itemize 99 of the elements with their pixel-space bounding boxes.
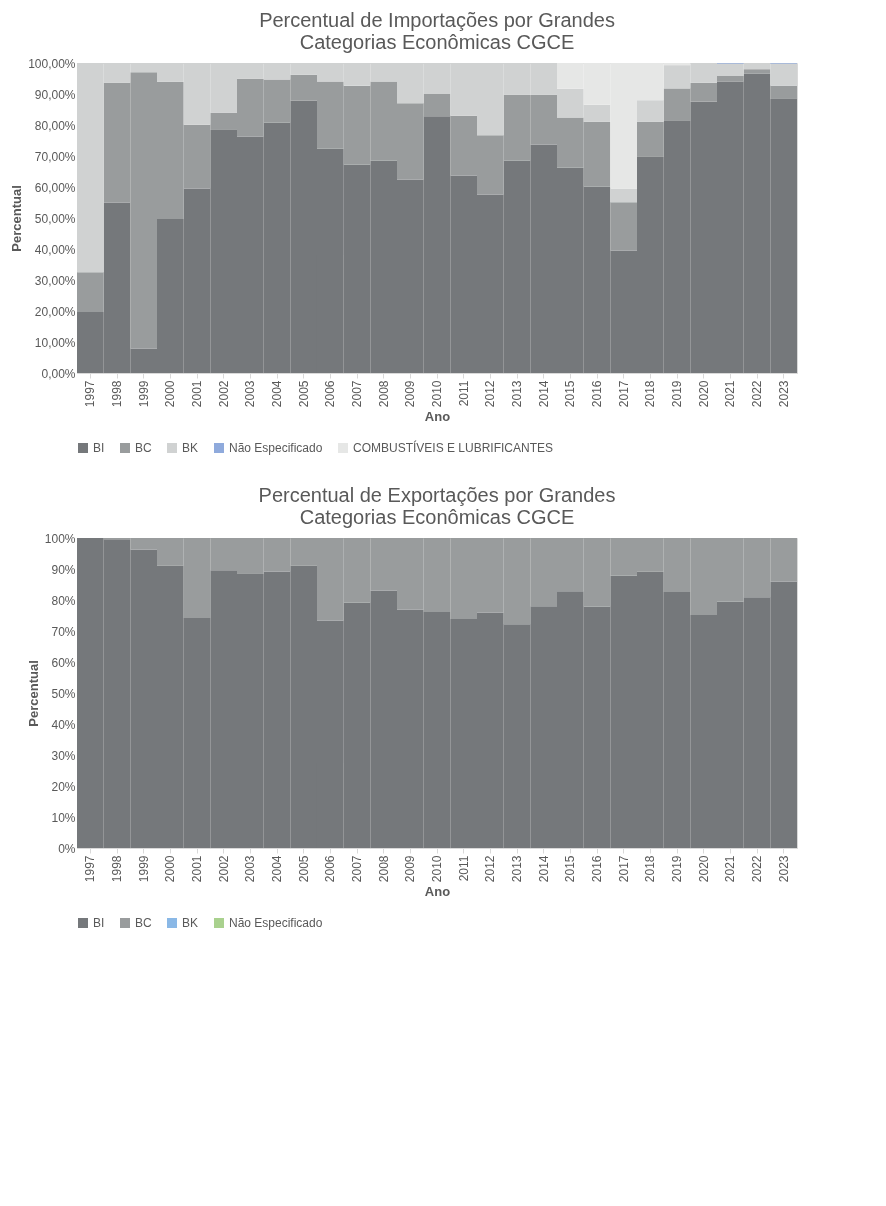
x-tick-label: 2011 — [456, 855, 471, 882]
x-tick-label: 2023 — [776, 855, 791, 883]
x-tick-label: 2004 — [270, 855, 284, 883]
y-tick-label: 40% — [51, 717, 76, 732]
x-tick-label: 1999 — [136, 380, 151, 408]
y-tick-label: 20% — [51, 779, 76, 794]
x-tick-label: 2016 — [590, 855, 604, 883]
y-tick-label: 50% — [51, 686, 76, 701]
x-tick-label: 2010 — [430, 380, 444, 408]
x-tick-label: 2021 — [723, 380, 738, 408]
x-tick-label: 2012 — [483, 380, 498, 408]
x-tick-label: 2008 — [376, 380, 391, 408]
x-tick-label: 2001 — [190, 380, 204, 408]
legend-label: BC — [135, 441, 152, 455]
x-tick-label: 2007 — [350, 380, 364, 408]
x-tick-label: 2009 — [403, 855, 418, 883]
x-axis-title: Ano — [424, 409, 451, 425]
x-tick-label: 2014 — [536, 380, 551, 408]
x-tick-label: 2009 — [403, 380, 418, 408]
y-tick-label: 70,00% — [34, 149, 76, 164]
x-tick-label: 2010 — [430, 855, 444, 883]
x-tick-label: 2018 — [643, 380, 658, 408]
x-tick-label: 2002 — [216, 855, 231, 883]
x-tick-label: 2012 — [483, 855, 498, 883]
bar — [770, 85, 797, 99]
y-tick-label: 30,00% — [34, 273, 76, 288]
legend-label: BK — [182, 916, 199, 930]
bar — [743, 69, 771, 74]
x-tick-label: 2017 — [616, 380, 631, 408]
x-tick-label: 2020 — [696, 855, 711, 883]
x-tick-label: 2021 — [723, 855, 738, 883]
x-tick-label: 2000 — [163, 855, 178, 883]
x-tick-label: 2008 — [376, 855, 391, 883]
x-tick-label: 1997 — [83, 855, 98, 883]
x-tick-label: 1998 — [110, 380, 124, 408]
x-tick-label: 2020 — [696, 380, 711, 408]
y-axis-title: Percentual — [25, 660, 41, 727]
y-tick-label: 100,00% — [28, 56, 76, 71]
x-tick-label: 2015 — [563, 380, 578, 408]
x-tick-label: 2000 — [163, 380, 178, 408]
x-tick-label: 2023 — [776, 380, 791, 408]
x-tick-label: 2003 — [243, 380, 258, 408]
y-axis-title: Percentual — [9, 185, 25, 252]
y-tick-label: 60% — [51, 655, 76, 670]
legend-label: BI — [93, 916, 105, 930]
y-tick-label: 100% — [44, 531, 76, 546]
x-tick-label: 2018 — [643, 855, 658, 883]
x-tick-label: 2016 — [590, 380, 604, 408]
y-tick-label: 10,00% — [34, 335, 76, 350]
x-tick-label: 2005 — [296, 380, 311, 408]
legend-label: BK — [182, 441, 199, 455]
bar — [637, 121, 664, 157]
legend-label: Não Especificado — [229, 916, 323, 930]
x-tick-label: 1997 — [83, 380, 98, 408]
y-tick-label: 90,00% — [34, 87, 76, 102]
x-tick-label: 2013 — [510, 380, 524, 408]
y-tick-label: 80,00% — [34, 118, 76, 133]
chart-title: Percentual de Importações por Grandes Categorias Econômicas CGCE — [259, 9, 615, 53]
y-tick-label: 60,00% — [34, 180, 76, 195]
bar — [717, 76, 744, 82]
y-tick-label: 0,00% — [41, 366, 76, 381]
y-tick-label: 80% — [51, 593, 76, 608]
x-axis-title: Ano — [424, 884, 451, 900]
x-tick-label: 2022 — [750, 855, 764, 883]
y-tick-label: 30% — [51, 748, 76, 763]
y-tick-label: 10% — [51, 810, 76, 825]
legend-label: COMBUSTÍVEIS E LUBRIFICANTES — [353, 440, 554, 455]
x-tick-label: 1999 — [136, 855, 151, 883]
x-tick-label: 2013 — [510, 855, 524, 883]
x-tick-label: 2006 — [323, 380, 338, 408]
x-tick-label: 2006 — [323, 855, 338, 883]
x-tick-label: 2019 — [670, 855, 684, 883]
y-tick-label: 20,00% — [34, 304, 76, 319]
x-tick-label: 2015 — [563, 855, 578, 883]
y-tick-label: 40,00% — [34, 242, 76, 257]
x-tick-label: 2004 — [270, 380, 284, 408]
x-tick-label: 2007 — [350, 855, 364, 883]
x-tick-label: 1998 — [110, 855, 124, 883]
x-tick-label: 2019 — [670, 380, 684, 408]
bar — [77, 272, 104, 312]
x-tick-label: 2003 — [243, 855, 258, 883]
y-tick-label: 90% — [51, 562, 76, 577]
x-tick-label: 2005 — [296, 855, 311, 883]
legend-label: Não Especificado — [229, 441, 323, 455]
x-tick-label: 2017 — [616, 855, 631, 883]
x-tick-label: 2014 — [536, 855, 551, 883]
bar — [610, 202, 637, 251]
x-tick-label: 2001 — [190, 855, 204, 883]
x-tick-label: 2022 — [750, 380, 764, 408]
legend-label: BI — [93, 441, 105, 455]
x-tick-label: 2011 — [456, 380, 471, 407]
x-tick-label: 2002 — [216, 380, 231, 408]
y-tick-label: 70% — [51, 624, 76, 639]
y-tick-label: 0% — [58, 841, 76, 856]
bar — [637, 100, 664, 122]
bar — [610, 188, 637, 203]
y-tick-label: 50,00% — [34, 211, 76, 226]
legend-label: BC — [135, 916, 152, 930]
chart-title: Percentual de Exportações por Grandes Categorias Econômicas CGCE — [258, 484, 616, 528]
